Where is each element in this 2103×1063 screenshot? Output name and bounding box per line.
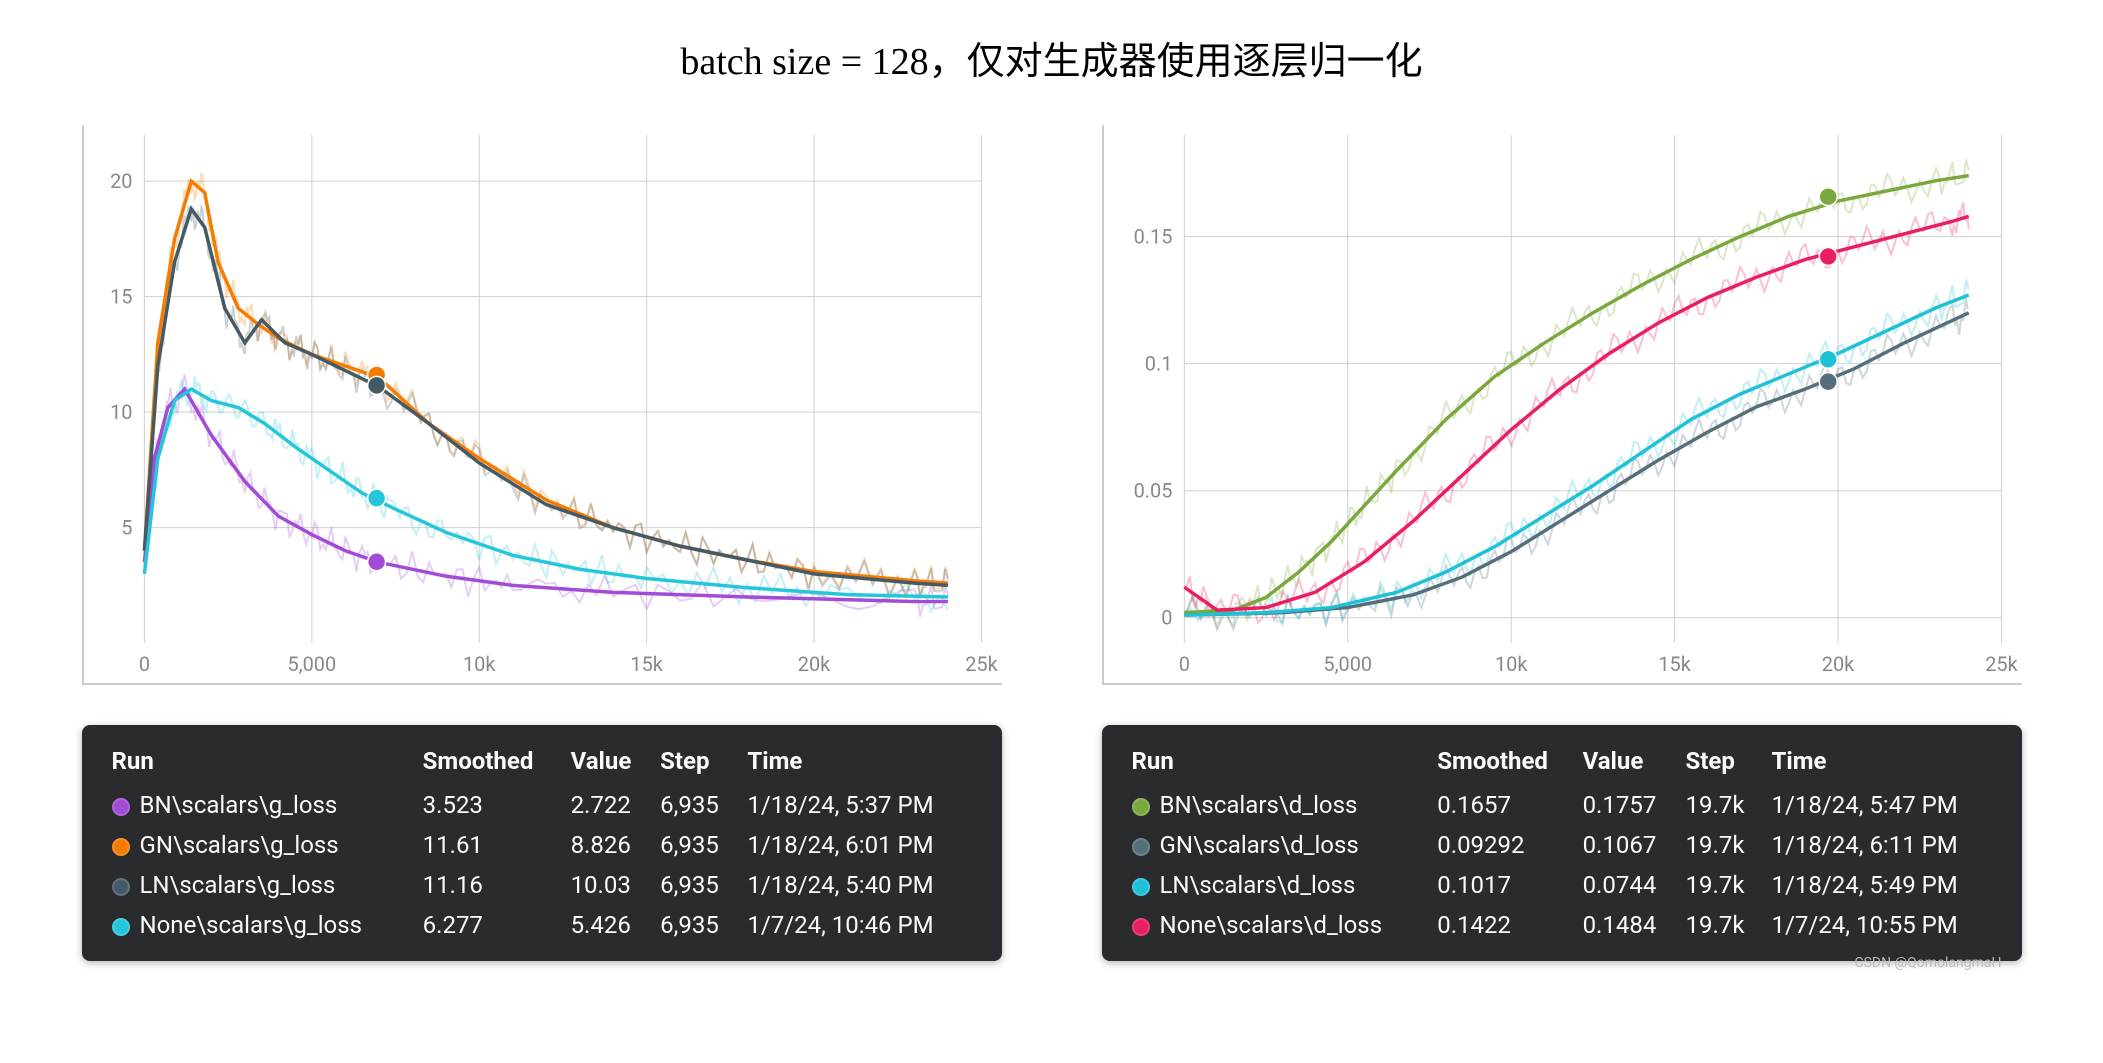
cell-time: 1/18/24, 6:11 PM <box>1766 825 1998 865</box>
th-time: Time <box>741 741 977 785</box>
table-row[interactable]: LN\scalars\d_loss 0.1017 0.0744 19.7k 1/… <box>1126 865 1998 905</box>
left-chart[interactable]: 5 10 15 20 0 5,000 10k 15k 20k 25k <box>82 125 1002 685</box>
th-time: Time <box>1766 741 1998 785</box>
cell-smoothed: 0.1017 <box>1431 865 1576 905</box>
run-name: BN\scalars\g_loss <box>140 791 338 819</box>
cell-step: 19.7k <box>1680 825 1766 865</box>
cell-step: 19.7k <box>1680 905 1766 945</box>
run-name: LN\scalars\g_loss <box>140 871 336 899</box>
svg-text:0.15: 0.15 <box>1133 226 1172 249</box>
series-dot <box>1132 918 1150 936</box>
cell-value: 0.1484 <box>1577 905 1680 945</box>
page-title: batch size = 128，仅对生成器使用逐层归一化 <box>20 30 2083 85</box>
cell-value: 0.1757 <box>1577 785 1680 825</box>
svg-text:0: 0 <box>1161 607 1172 630</box>
cell-value: 2.722 <box>565 785 655 825</box>
left-legend: Run Smoothed Value Step Time BN\scalars\… <box>82 725 1002 961</box>
series-dot <box>112 838 130 856</box>
left-chart-panel: 5 10 15 20 0 5,000 10k 15k 20k 25k Run Smoothed V… <box>82 125 1002 961</box>
left-chart-svg: 5 10 15 20 0 5,000 10k 15k 20k 25k <box>84 125 1002 683</box>
table-row[interactable]: BN\scalars\d_loss 0.1657 0.1757 19.7k 1/… <box>1126 785 1998 825</box>
cell-step: 6,935 <box>654 865 741 905</box>
cell-smoothed: 3.523 <box>417 785 565 825</box>
series-dot <box>1132 838 1150 856</box>
right-legend: Run Smoothed Value Step Time BN\scalars\… <box>1102 725 2022 961</box>
cell-time: 1/7/24, 10:55 PM <box>1766 905 1998 945</box>
cell-smoothed: 6.277 <box>417 905 565 945</box>
table-row[interactable]: LN\scalars\g_loss 11.16 10.03 6,935 1/18… <box>106 865 978 905</box>
series-dot <box>112 878 130 896</box>
series-dot <box>112 918 130 936</box>
table-row[interactable]: None\scalars\g_loss 6.277 5.426 6,935 1/… <box>106 905 978 945</box>
svg-text:10k: 10k <box>1494 653 1527 676</box>
cell-smoothed: 0.09292 <box>1431 825 1576 865</box>
table-row[interactable]: BN\scalars\g_loss 3.523 2.722 6,935 1/18… <box>106 785 978 825</box>
watermark: CSDN @QomolangmaH <box>1854 955 2001 971</box>
charts-row: 5 10 15 20 0 5,000 10k 15k 20k 25k Run Smoothed V… <box>20 125 2083 961</box>
cell-smoothed: 0.1657 <box>1431 785 1576 825</box>
cell-value: 10.03 <box>565 865 655 905</box>
cell-value: 5.426 <box>565 905 655 945</box>
cell-step: 6,935 <box>654 905 741 945</box>
right-chart[interactable]: 0 0.05 0.1 0.15 0 5,000 10k 15k 20k 25k <box>1102 125 2022 685</box>
series-dot <box>1132 878 1150 896</box>
cell-time: 1/18/24, 5:49 PM <box>1766 865 1998 905</box>
table-row[interactable]: GN\scalars\g_loss 11.61 8.826 6,935 1/18… <box>106 825 978 865</box>
th-step: Step <box>654 741 741 785</box>
cell-time: 1/7/24, 10:46 PM <box>741 905 977 945</box>
svg-text:0.1: 0.1 <box>1144 353 1172 376</box>
run-name: BN\scalars\d_loss <box>1160 791 1358 819</box>
cell-time: 1/18/24, 5:47 PM <box>1766 785 1998 825</box>
svg-text:15k: 15k <box>630 653 663 676</box>
series-dot <box>112 798 130 816</box>
cell-value: 0.1067 <box>1577 825 1680 865</box>
svg-text:5: 5 <box>121 517 132 540</box>
cell-step: 6,935 <box>654 785 741 825</box>
th-run: Run <box>1126 741 1432 785</box>
cell-value: 0.0744 <box>1577 865 1680 905</box>
cell-step: 6,935 <box>654 825 741 865</box>
cell-time: 1/18/24, 6:01 PM <box>741 825 977 865</box>
cell-value: 8.826 <box>565 825 655 865</box>
svg-text:25k: 25k <box>1985 653 2018 676</box>
cell-time: 1/18/24, 5:40 PM <box>741 865 977 905</box>
table-row[interactable]: GN\scalars\d_loss 0.09292 0.1067 19.7k 1… <box>1126 825 1998 865</box>
svg-text:0.05: 0.05 <box>1133 480 1172 503</box>
svg-text:10: 10 <box>110 401 132 424</box>
cell-step: 19.7k <box>1680 865 1766 905</box>
svg-text:5,000: 5,000 <box>287 653 336 676</box>
run-name: None\scalars\g_loss <box>140 911 363 939</box>
cell-smoothed: 11.16 <box>417 865 565 905</box>
cell-step: 19.7k <box>1680 785 1766 825</box>
svg-text:20k: 20k <box>1821 653 1854 676</box>
run-name: GN\scalars\g_loss <box>140 831 339 859</box>
th-step: Step <box>1680 741 1766 785</box>
run-name: GN\scalars\d_loss <box>1160 831 1359 859</box>
svg-text:0: 0 <box>138 653 149 676</box>
right-chart-svg: 0 0.05 0.1 0.15 0 5,000 10k 15k 20k 25k <box>1104 125 2022 683</box>
run-name: LN\scalars\d_loss <box>1160 871 1356 899</box>
svg-text:15k: 15k <box>1658 653 1691 676</box>
right-chart-panel: 0 0.05 0.1 0.15 0 5,000 10k 15k 20k 25k Run Smoot… <box>1102 125 2022 961</box>
th-run: Run <box>106 741 417 785</box>
cell-smoothed: 0.1422 <box>1431 905 1576 945</box>
cell-time: 1/18/24, 5:37 PM <box>741 785 977 825</box>
svg-text:15: 15 <box>110 286 132 309</box>
svg-text:25k: 25k <box>965 653 998 676</box>
th-smoothed: Smoothed <box>1431 741 1576 785</box>
th-value: Value <box>1577 741 1680 785</box>
svg-text:10k: 10k <box>462 653 495 676</box>
th-value: Value <box>565 741 655 785</box>
svg-text:20: 20 <box>110 170 132 193</box>
run-name: None\scalars\d_loss <box>1160 911 1383 939</box>
table-row[interactable]: None\scalars\d_loss 0.1422 0.1484 19.7k … <box>1126 905 1998 945</box>
svg-text:0: 0 <box>1178 653 1189 676</box>
series-dot <box>1132 798 1150 816</box>
svg-text:20k: 20k <box>797 653 830 676</box>
th-smoothed: Smoothed <box>417 741 565 785</box>
cell-smoothed: 11.61 <box>417 825 565 865</box>
svg-text:5,000: 5,000 <box>1323 653 1372 676</box>
